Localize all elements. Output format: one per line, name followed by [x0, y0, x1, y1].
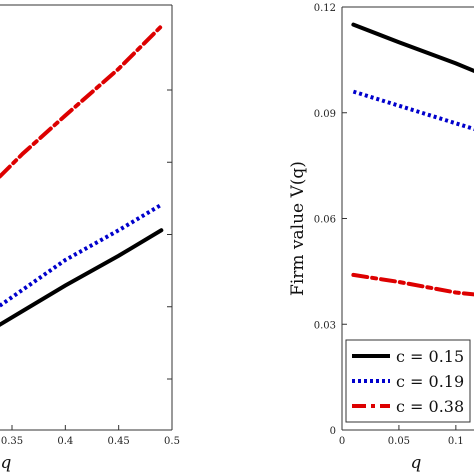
series-line-3 [351, 272, 474, 297]
y-tick-label: 0.03 [314, 320, 336, 331]
x-tick-label: 0.35 [1, 436, 23, 447]
series-line-3 [0, 24, 164, 180]
series-line-1 [0, 228, 164, 327]
y-axis-label: Firm value V(q) [288, 161, 308, 296]
x-tick-label: 0.4 [57, 436, 73, 447]
right-chart: 0 0.05 0.1 0 0.03 0.06 0.09 0.12 q Firm value V(q… [288, 3, 474, 473]
y-tick-label: 0 [330, 426, 336, 437]
legend: c = 0.15 c = 0.19 c = 0.38 [345, 339, 471, 423]
legend-label-2: c = 0.19 [396, 372, 464, 391]
x-tick-label: 0.5 [164, 436, 180, 447]
x-tick-label: 0.45 [108, 436, 130, 447]
y-tick-label: 0.06 [314, 215, 336, 226]
x-tick-label: 0.05 [388, 436, 410, 447]
x-axis-label: q [1, 453, 12, 473]
y-tick-label: 0.09 [314, 109, 336, 120]
x-tick-label: 0 [339, 436, 345, 447]
legend-label-1: c = 0.15 [396, 347, 464, 366]
series-line-2 [0, 203, 163, 308]
x-axis-label: q [411, 453, 422, 473]
series-line-2 [352, 89, 474, 132]
left-chart: 0.35 0.4 0.45 0.5 q [0, 4, 180, 473]
y-tick-label: 0.12 [314, 3, 336, 14]
legend-label-3: c = 0.38 [396, 397, 464, 416]
x-tick-label: 0.1 [448, 436, 464, 447]
series-line-1 [351, 22, 474, 74]
